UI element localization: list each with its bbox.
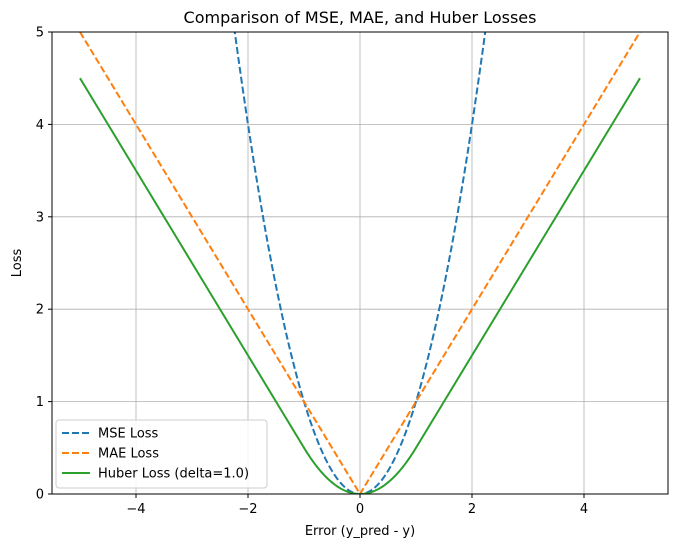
legend-label-2: MAE Loss: [98, 447, 159, 462]
y-tick-label: 5: [36, 26, 44, 41]
legend-label-1: MSE Loss: [98, 427, 159, 442]
tick-layer: −4 −2 0 2 4 0 1 2 3 4 5: [36, 26, 588, 518]
x-tick-label: 2: [468, 502, 476, 517]
chart-title: Comparison of MSE, MAE, and Huber Losses: [184, 8, 537, 27]
x-tick-label: 4: [580, 502, 588, 517]
series-line-2: [79, 32, 641, 494]
legend-box: [55, 419, 268, 489]
y-tick-label: 1: [36, 395, 44, 410]
y-tick-label: 4: [36, 118, 44, 133]
series-line-3: [79, 77, 641, 494]
series-layer: [79, 32, 641, 494]
y-tick-label: 0: [36, 488, 44, 503]
legend: MSE Loss MAE Loss Huber Loss (delta=1.0): [55, 419, 268, 489]
x-tick-label: −4: [126, 502, 145, 517]
x-tick-label: −2: [238, 502, 257, 517]
y-tick-label: 2: [36, 303, 44, 318]
x-tick-label: 0: [356, 502, 364, 517]
x-axis-label: Error (y_pred - y): [305, 524, 415, 539]
y-tick-label: 3: [36, 210, 44, 225]
legend-label-3: Huber Loss (delta=1.0): [98, 467, 249, 482]
y-axis-label: Loss: [10, 249, 25, 278]
